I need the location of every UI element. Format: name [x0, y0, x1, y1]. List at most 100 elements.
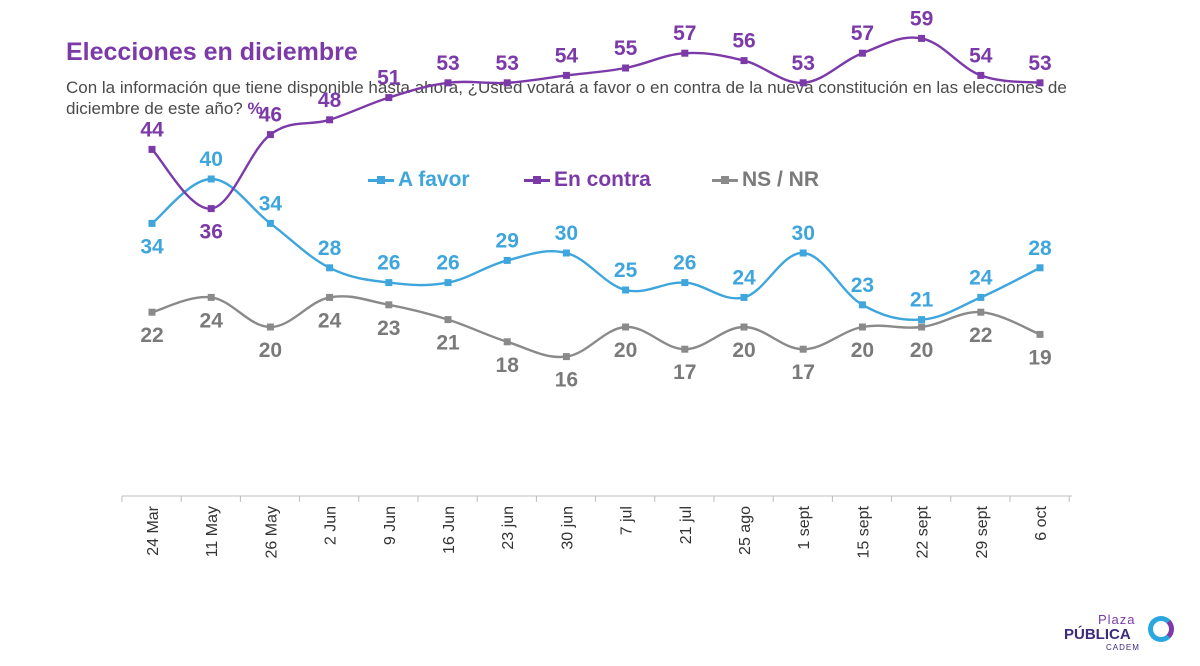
- chart-title: Elecciones en diciembre: [66, 38, 358, 66]
- data-point-a-favor: [562, 249, 570, 257]
- data-point-a-favor: [858, 301, 866, 309]
- data-point-en-contra: [622, 64, 630, 72]
- data-label-en-contra: 57: [673, 22, 696, 45]
- data-point-ns-nr: [207, 293, 215, 301]
- data-point-en-contra: [681, 49, 689, 57]
- legend-label-en-contra: En contra: [554, 168, 651, 191]
- legend-label-a-favor: A favor: [398, 168, 470, 191]
- data-point-ns-nr: [918, 323, 926, 331]
- series-line-en-contra: [151, 36, 1041, 210]
- data-point-ns-nr: [977, 308, 985, 316]
- x-tick-label: 23 jun: [500, 506, 517, 550]
- data-point-en-contra: [444, 79, 452, 87]
- data-label-en-contra: 44: [140, 118, 164, 141]
- data-point-a-favor: [503, 256, 511, 264]
- data-label-en-contra: 56: [732, 30, 755, 53]
- x-tick-label: 25 ago: [737, 506, 754, 555]
- data-label-a-favor: 26: [673, 252, 696, 275]
- data-label-en-contra: 53: [436, 52, 459, 75]
- x-tick-label: 11 May: [204, 506, 221, 557]
- data-label-ns-nr: 20: [614, 339, 637, 362]
- data-label-a-favor: 24: [969, 266, 993, 289]
- x-tick-label: 6 oct: [1033, 505, 1050, 540]
- data-label-en-contra: 36: [200, 221, 223, 244]
- data-label-ns-nr: 23: [377, 317, 400, 340]
- data-label-a-favor: 25: [614, 259, 638, 282]
- x-tick-label: 24 Mar: [145, 505, 162, 555]
- data-point-a-favor: [918, 316, 926, 324]
- data-point-en-contra: [385, 94, 393, 102]
- data-label-ns-nr: 24: [318, 309, 342, 332]
- data-label-ns-nr: 18: [496, 354, 520, 377]
- data-point-a-favor: [1036, 264, 1044, 272]
- data-label-ns-nr: 20: [910, 339, 933, 362]
- logo-line2: PÚBLICA: [1064, 626, 1131, 643]
- data-point-a-favor: [799, 249, 807, 257]
- data-point-en-contra: [326, 116, 334, 124]
- legend-item-a-favor: A favor: [368, 168, 470, 192]
- data-point-ns-nr: [148, 308, 156, 316]
- x-tick-label: 21 jul: [678, 506, 695, 544]
- chart-legend: A favor En contra NS / NR: [0, 168, 1200, 198]
- data-point-en-contra: [503, 79, 511, 87]
- data-point-en-contra: [740, 57, 748, 65]
- data-point-en-contra: [977, 71, 985, 79]
- data-point-a-favor: [266, 219, 274, 227]
- x-tick-label: 29 sept: [974, 505, 991, 558]
- data-label-en-contra: 55: [614, 37, 638, 60]
- data-label-ns-nr: 20: [259, 339, 282, 362]
- data-label-en-contra: 53: [1028, 52, 1051, 75]
- x-tick-label: 26 May: [263, 506, 280, 558]
- data-point-ns-nr: [385, 301, 393, 309]
- x-tick-label: 2 Jun: [323, 506, 340, 545]
- data-point-a-favor: [977, 293, 985, 301]
- legend-marker-ns-nr: [712, 175, 738, 184]
- data-point-ns-nr: [622, 323, 630, 331]
- data-point-ns-nr: [681, 345, 689, 353]
- data-point-en-contra: [1036, 79, 1044, 87]
- data-point-a-favor: [148, 219, 156, 227]
- data-point-en-contra: [148, 145, 156, 153]
- data-point-a-favor: [207, 175, 215, 183]
- data-label-a-favor: 28: [1028, 237, 1052, 260]
- data-label-en-contra: 48: [318, 89, 342, 112]
- logo-circle-icon: [1148, 616, 1174, 642]
- legend-label-ns-nr: NS / NR: [742, 168, 820, 191]
- data-point-ns-nr: [562, 353, 570, 361]
- series-line-a-favor: [151, 177, 1041, 322]
- data-point-en-contra: [858, 49, 866, 57]
- data-point-en-contra: [562, 71, 570, 79]
- data-point-ns-nr: [1036, 330, 1044, 338]
- data-point-ns-nr: [858, 323, 866, 331]
- data-label-a-favor: 28: [318, 237, 342, 260]
- data-point-en-contra: [918, 34, 926, 42]
- data-label-a-favor: 34: [140, 235, 164, 258]
- data-label-a-favor: 34: [259, 192, 283, 215]
- data-label-en-contra: 46: [259, 104, 282, 127]
- data-label-en-contra: 53: [792, 52, 815, 75]
- data-point-en-contra: [207, 205, 215, 213]
- legend-item-ns-nr: NS / NR: [712, 168, 819, 192]
- data-point-ns-nr: [503, 338, 511, 346]
- subtitle-text: Con la información que tiene disponible …: [66, 78, 1067, 118]
- data-point-en-contra: [266, 131, 274, 139]
- data-label-en-contra: 59: [910, 7, 933, 30]
- data-point-a-favor: [681, 279, 689, 287]
- legend-marker-a-favor: [368, 175, 394, 184]
- data-label-a-favor: 30: [555, 222, 578, 245]
- data-label-ns-nr: 19: [1028, 346, 1051, 369]
- data-point-ns-nr: [740, 323, 748, 331]
- data-label-a-favor: 29: [496, 229, 519, 252]
- data-label-a-favor: 26: [377, 252, 400, 275]
- data-label-a-favor: 26: [436, 252, 459, 275]
- data-label-ns-nr: 16: [555, 369, 578, 392]
- data-point-ns-nr: [444, 316, 452, 324]
- data-label-ns-nr: 17: [673, 361, 696, 384]
- data-label-ns-nr: 17: [792, 361, 815, 384]
- x-tick-label: 16 Jun: [441, 506, 458, 554]
- x-tick-label: 9 Jun: [382, 506, 399, 545]
- data-point-ns-nr: [266, 323, 274, 331]
- chart-subtitle: Con la información que tiene disponible …: [66, 77, 1076, 119]
- legend-item-en-contra: En contra: [524, 168, 651, 192]
